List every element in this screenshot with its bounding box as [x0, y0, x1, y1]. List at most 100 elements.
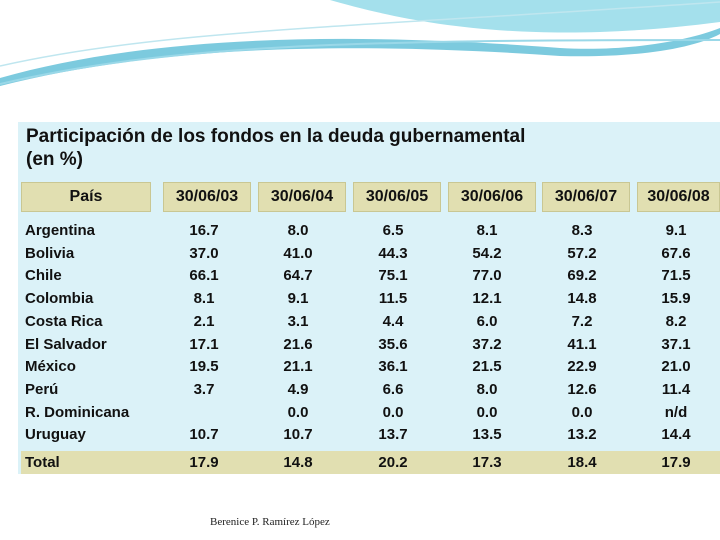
row-value: 10.7 [283, 426, 313, 444]
row-value: n/d [664, 403, 688, 421]
row-value: 64.7 [283, 267, 313, 285]
title-line-2: (en %) [26, 149, 83, 170]
row-value: 14.4 [661, 426, 691, 444]
row-value: 21.5 [472, 358, 502, 376]
table-row: México 19.5 21.1 36.1 21.5 22.9 21.0 [18, 356, 720, 378]
row-value: 13.2 [567, 426, 597, 444]
total-row: Total 17.9 14.8 20.2 17.3 18.4 17.9 [18, 452, 720, 474]
row-value: 9.1 [665, 222, 687, 239]
row-value: 2.1 [193, 312, 215, 330]
row-country: Perú [25, 380, 59, 398]
row-value: 41.1 [567, 335, 597, 353]
header-date-5: 30/06/08 [637, 182, 720, 212]
row-value: 13.5 [472, 426, 502, 444]
row-value: 13.7 [378, 426, 408, 444]
table-row: Colombia 8.1 9.1 11.5 12.1 14.8 15.9 [18, 288, 720, 310]
row-value: 6.6 [382, 380, 404, 398]
header-date-3: 30/06/06 [448, 182, 536, 212]
row-value: 22.9 [567, 358, 597, 376]
total-value: 17.3 [472, 454, 502, 471]
row-country: Chile [25, 267, 62, 285]
total-value: 17.9 [661, 454, 691, 471]
row-value: 37.1 [661, 335, 691, 353]
row-value: 8.2 [665, 312, 687, 330]
row-value: 11.5 [378, 290, 408, 308]
row-value: 11.4 [661, 380, 691, 398]
row-value: 10.7 [189, 426, 219, 444]
table-row: Uruguay 10.7 10.7 13.7 13.5 13.2 14.4 [18, 424, 720, 446]
row-value: 0.0 [571, 403, 593, 421]
row-value: 8.0 [287, 222, 309, 239]
row-value: 6.0 [476, 312, 498, 330]
table-row: El Salvador 17.1 21.6 35.6 37.2 41.1 37.1 [18, 334, 720, 356]
row-value: 77.0 [472, 267, 502, 285]
row-value: 21.0 [661, 358, 691, 376]
table-panel: Participación de los fondos en la deuda … [18, 122, 720, 474]
table-title: Participación de los fondos en la deuda … [26, 125, 525, 171]
row-value: 4.4 [382, 312, 404, 330]
row-country: R. Dominicana [25, 403, 130, 421]
row-country: Argentina [25, 222, 96, 239]
row-country: Colombia [25, 290, 94, 308]
row-value: 35.6 [378, 335, 408, 353]
row-country: México [25, 358, 76, 376]
row-value: 12.6 [567, 380, 597, 398]
row-value: 66.1 [189, 267, 219, 285]
row-value: 3.1 [287, 312, 309, 330]
table-row: Chile 66.1 64.7 75.1 77.0 69.2 71.5 [18, 265, 720, 287]
footer-author: Berenice P. Ramírez López [210, 516, 330, 528]
row-value: 0.0 [287, 403, 309, 421]
row-country: Bolivia [25, 244, 75, 262]
header-swoosh-decoration [0, 0, 720, 86]
row-value: 9.1 [287, 290, 309, 308]
row-value: 19.5 [189, 358, 219, 376]
row-value: 7.2 [571, 312, 593, 330]
row-country: Uruguay [25, 426, 86, 444]
row-value: 21.1 [283, 358, 313, 376]
table-row: Bolivia 37.0 41.0 44.3 54.2 57.2 67.6 [18, 243, 720, 265]
row-value: 8.1 [193, 290, 215, 308]
table-row: Argentina 16.7 8.0 6.5 8.1 8.3 9.1 [18, 220, 720, 242]
total-label: Total [25, 454, 60, 471]
table-row: Costa Rica 2.1 3.1 4.4 6.0 7.2 8.2 [18, 311, 720, 333]
row-value: 36.1 [378, 358, 408, 376]
row-value: 4.9 [287, 380, 309, 398]
row-value: 57.2 [567, 244, 597, 262]
row-value: 0.0 [476, 403, 498, 421]
header-date-4: 30/06/07 [542, 182, 630, 212]
row-value: 71.5 [661, 267, 691, 285]
row-value: 8.3 [571, 222, 593, 239]
row-value: 15.9 [661, 290, 691, 308]
row-value: 12.1 [472, 290, 502, 308]
row-value: 0.0 [382, 403, 404, 421]
row-value: 14.8 [567, 290, 597, 308]
row-value: 37.0 [189, 244, 219, 262]
total-value: 17.9 [189, 454, 219, 471]
row-value: 8.1 [476, 222, 498, 239]
header-date-1: 30/06/04 [258, 182, 346, 212]
header-date-2: 30/06/05 [353, 182, 441, 212]
total-value: 20.2 [378, 454, 408, 471]
row-value: 67.6 [661, 244, 691, 262]
row-country: El Salvador [25, 335, 107, 353]
total-row-band [21, 451, 720, 474]
row-value: 6.5 [382, 222, 404, 239]
total-value: 14.8 [283, 454, 313, 471]
row-value: 3.7 [193, 380, 215, 398]
row-value: 41.0 [283, 244, 313, 262]
header-country: País [21, 182, 151, 212]
row-country: Costa Rica [25, 312, 103, 330]
total-value: 18.4 [567, 454, 597, 471]
row-value: 16.7 [189, 222, 219, 239]
row-value: 37.2 [472, 335, 502, 353]
row-value: 17.1 [189, 335, 219, 353]
header-date-0: 30/06/03 [163, 182, 251, 212]
row-value: 69.2 [567, 267, 597, 285]
row-value: 54.2 [472, 244, 502, 262]
title-line-1: Participación de los fondos en la deuda … [26, 126, 526, 147]
table-row: Perú 3.7 4.9 6.6 8.0 12.6 11.4 [18, 379, 720, 401]
row-value: 8.0 [476, 380, 498, 398]
row-value: 75.1 [378, 267, 408, 285]
table-row: R. Dominicana 0.0 0.0 0.0 0.0 n/d [18, 402, 720, 424]
row-value: 21.6 [283, 335, 313, 353]
